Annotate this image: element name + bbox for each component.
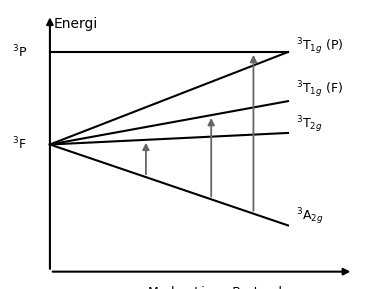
Text: Medan Ligan Bertamba: Medan Ligan Bertamba	[148, 286, 294, 289]
Text: Energi: Energi	[54, 17, 98, 31]
Text: $^3$A$_{2g}$: $^3$A$_{2g}$	[296, 206, 323, 227]
Text: $^3$T$_{2g}$: $^3$T$_{2g}$	[296, 114, 322, 135]
Text: $^3$T$_{1g}$ (F): $^3$T$_{1g}$ (F)	[296, 79, 343, 100]
Text: $^3$P: $^3$P	[12, 44, 26, 60]
Text: $^3$T$_{1g}$ (P): $^3$T$_{1g}$ (P)	[296, 36, 343, 57]
Text: $^3$F: $^3$F	[12, 136, 26, 153]
